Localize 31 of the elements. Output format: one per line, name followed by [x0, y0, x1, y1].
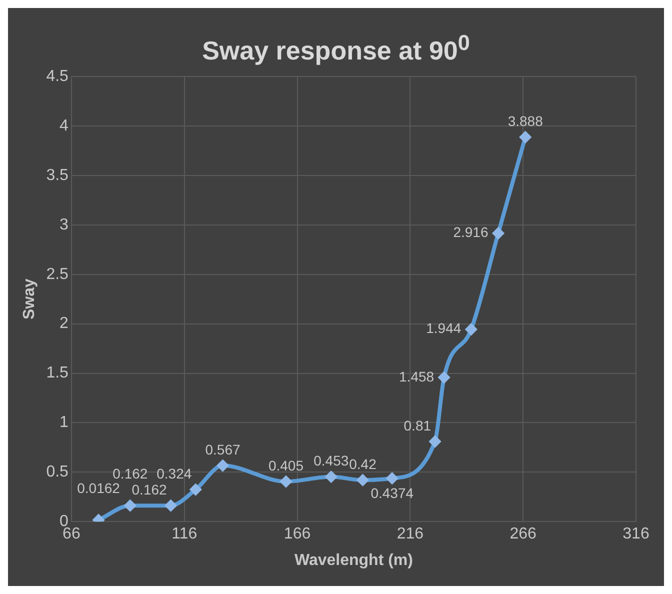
- x-axis-title: Wavelenght (m): [294, 552, 413, 569]
- data-label: 0.453: [314, 452, 349, 469]
- data-label: 3.888: [508, 112, 544, 129]
- x-tick-label: 216: [396, 526, 424, 543]
- y-tick-label: 1.5: [46, 364, 69, 382]
- x-tick-label: 116: [172, 526, 198, 543]
- data-label: 0.0162: [77, 480, 120, 496]
- y-tick-label: 1: [60, 414, 69, 432]
- data-label: 0.405: [268, 457, 304, 474]
- data-label: 0.42: [349, 456, 377, 472]
- x-tick-label: 316: [622, 526, 650, 543]
- data-label: 1.458: [399, 368, 434, 384]
- data-label: 0.162: [112, 465, 148, 482]
- data-label: 2.916: [453, 224, 488, 240]
- y-tick-label: 3.5: [46, 166, 69, 184]
- data-label: 0.81: [404, 417, 432, 434]
- data-label: 1.944: [426, 320, 462, 336]
- y-tick-label: 3: [60, 216, 69, 234]
- data-label: 0.4374: [370, 485, 414, 502]
- y-tick-label: 4: [60, 117, 69, 134]
- data-label: 0.567: [205, 441, 240, 458]
- y-tick-label: 0.5: [46, 464, 69, 481]
- x-tick-label: 266: [510, 526, 537, 543]
- y-axis-title: Sway: [21, 278, 38, 320]
- data-label: 0.162: [132, 481, 168, 498]
- y-tick-label: 4.5: [46, 68, 69, 86]
- x-tick-label: 166: [284, 526, 311, 543]
- data-label: 0.324: [156, 465, 192, 482]
- y-tick-label: 2: [60, 315, 69, 332]
- y-tick-label: 2.5: [46, 266, 69, 283]
- chart-title: Sway response at 90$^{0}$: [201, 29, 471, 66]
